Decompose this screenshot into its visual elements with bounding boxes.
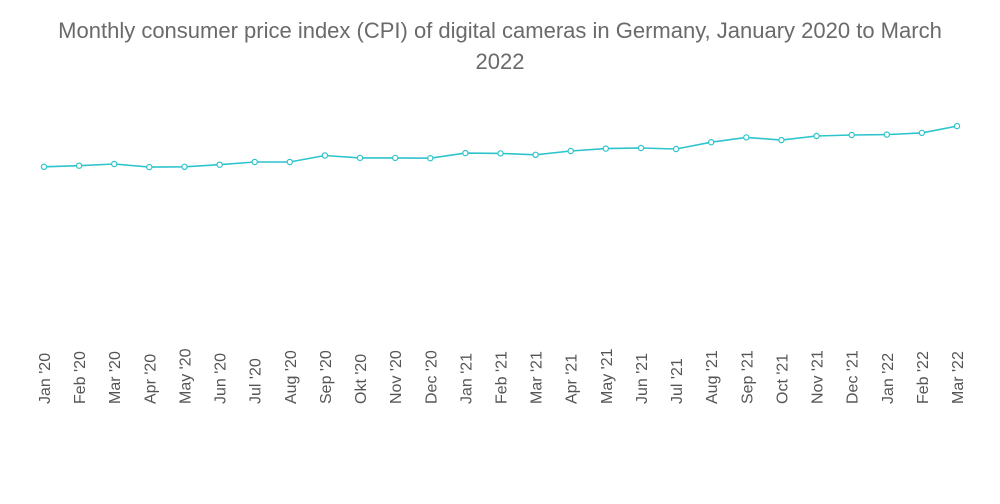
x-tick-label: Aug '21 xyxy=(704,350,721,404)
data-point[interactable] xyxy=(883,131,891,138)
data-point[interactable] xyxy=(286,158,293,166)
data-point[interactable] xyxy=(75,162,83,169)
data-point[interactable] xyxy=(427,154,434,162)
x-tick-label: Dec '21 xyxy=(845,350,862,404)
data-point[interactable] xyxy=(672,145,680,153)
x-tick-label: Nov '20 xyxy=(388,350,405,404)
data-point[interactable] xyxy=(40,163,48,170)
x-tick-label: Jan '20 xyxy=(37,353,54,404)
x-tick-label: Aug '20 xyxy=(283,350,300,404)
cpi-series-line xyxy=(43,125,958,168)
data-point[interactable] xyxy=(637,144,645,152)
data-point[interactable] xyxy=(181,163,188,170)
x-tick-label: Jul '20 xyxy=(248,358,265,404)
data-point[interactable] xyxy=(918,129,926,137)
x-tick-label: May '21 xyxy=(599,348,616,404)
x-tick-label: Jun '21 xyxy=(634,353,651,404)
x-tick-label: Okt '20 xyxy=(353,354,370,404)
x-tick-label: Jan '22 xyxy=(880,353,897,404)
x-tick-label: Apr '20 xyxy=(142,354,159,404)
data-point[interactable] xyxy=(110,160,118,168)
series-layer xyxy=(43,125,958,168)
x-tick-label: Mar '22 xyxy=(950,351,967,404)
data-point[interactable] xyxy=(321,152,329,159)
data-point[interactable] xyxy=(567,147,574,155)
data-point[interactable] xyxy=(743,134,750,141)
data-point[interactable] xyxy=(146,163,153,171)
x-tick-label: Feb '22 xyxy=(915,351,932,404)
data-point[interactable] xyxy=(602,145,610,152)
data-point[interactable] xyxy=(532,151,539,158)
x-tick-label: Sep '20 xyxy=(318,350,335,404)
data-point[interactable] xyxy=(497,150,504,157)
x-tick-label: Apr '21 xyxy=(564,354,581,404)
x-axis: Jan '20 Feb '20 Mar '20 Apr '20 May '20 Jun '… xyxy=(37,348,967,404)
x-tick-label: Nov '21 xyxy=(810,350,827,404)
x-tick-label: Mar '20 xyxy=(107,351,124,404)
x-tick-label: Feb '21 xyxy=(494,351,511,404)
data-point[interactable] xyxy=(392,154,399,162)
x-tick-label: Jan '21 xyxy=(458,353,475,404)
chart-title: Monthly consumer price index (CPI) of di… xyxy=(58,18,942,74)
x-tick-label: Dec '20 xyxy=(423,350,440,404)
x-tick-label: Mar '21 xyxy=(529,351,546,404)
data-point[interactable] xyxy=(813,132,820,140)
x-tick-label: May '20 xyxy=(177,348,194,404)
x-tick-label: Jun '20 xyxy=(213,353,230,404)
marker-layer xyxy=(40,122,961,171)
data-point[interactable] xyxy=(216,161,223,168)
data-point[interactable] xyxy=(848,131,855,139)
data-point[interactable] xyxy=(778,136,785,144)
data-point[interactable] xyxy=(356,154,364,162)
x-tick-label: Oct '21 xyxy=(774,354,791,404)
data-point[interactable] xyxy=(251,158,258,166)
data-point[interactable] xyxy=(708,138,715,146)
x-tick-label: Sep '21 xyxy=(739,350,756,404)
x-tick-label: Feb '20 xyxy=(72,351,89,404)
x-tick-label: Jul '21 xyxy=(669,358,686,404)
data-point[interactable] xyxy=(953,122,961,130)
data-point[interactable] xyxy=(462,149,469,157)
